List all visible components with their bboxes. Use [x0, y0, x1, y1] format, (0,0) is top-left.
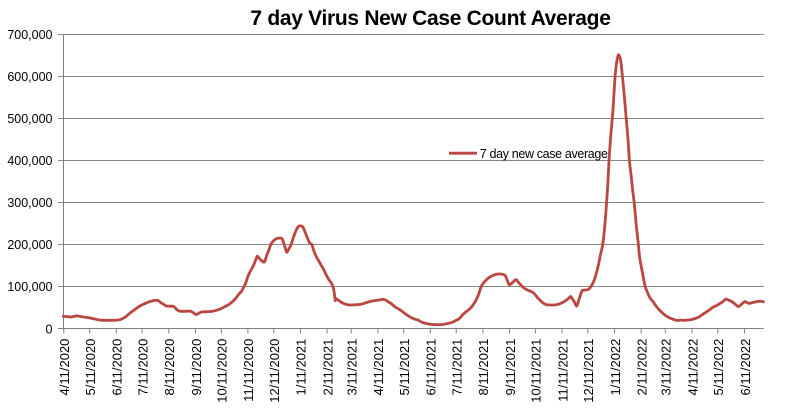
svg-text:6/11/2021: 6/11/2021 — [424, 339, 439, 396]
svg-text:200,000: 200,000 — [7, 238, 52, 252]
svg-text:5/11/2020: 5/11/2020 — [83, 339, 98, 396]
svg-text:8/11/2020: 8/11/2020 — [162, 339, 177, 396]
svg-text:12/11/2020: 12/11/2020 — [267, 339, 282, 403]
svg-text:9/11/2020: 9/11/2020 — [189, 339, 204, 396]
svg-text:2/11/2022: 2/11/2022 — [635, 339, 650, 396]
svg-text:11/11/2020: 11/11/2020 — [241, 339, 256, 402]
svg-text:4/11/2021: 4/11/2021 — [371, 339, 386, 396]
svg-text:5/11/2021: 5/11/2021 — [397, 339, 412, 396]
svg-text:2/11/2021: 2/11/2021 — [320, 339, 335, 396]
svg-text:4/11/2022: 4/11/2022 — [685, 339, 700, 396]
svg-text:12/11/2021: 12/11/2021 — [581, 339, 596, 403]
svg-text:3/11/2022: 3/11/2022 — [659, 339, 674, 396]
svg-text:7 day Virus New Case Count Ave: 7 day Virus New Case Count Average — [250, 7, 610, 30]
svg-text:600,000: 600,000 — [7, 70, 52, 84]
svg-text:500,000: 500,000 — [7, 112, 52, 126]
svg-text:7 day new case average: 7 day new case average — [480, 147, 608, 161]
svg-text:1/11/2021: 1/11/2021 — [294, 339, 309, 396]
svg-text:9/11/2021: 9/11/2021 — [503, 339, 518, 396]
svg-text:11/11/2021: 11/11/2021 — [555, 339, 570, 402]
svg-text:6/11/2020: 6/11/2020 — [110, 339, 125, 396]
svg-text:3/11/2021: 3/11/2021 — [345, 339, 360, 396]
svg-text:1/11/2022: 1/11/2022 — [608, 339, 623, 396]
svg-text:8/11/2021: 8/11/2021 — [476, 339, 491, 396]
svg-text:100,000: 100,000 — [7, 280, 52, 294]
svg-text:5/11/2022: 5/11/2022 — [711, 339, 726, 396]
svg-text:4/11/2020: 4/11/2020 — [57, 339, 72, 396]
svg-text:300,000: 300,000 — [7, 196, 52, 210]
svg-text:7/11/2021: 7/11/2021 — [450, 339, 465, 396]
svg-text:6/11/2022: 6/11/2022 — [738, 339, 753, 396]
svg-text:0: 0 — [46, 323, 53, 337]
svg-text:10/11/2021: 10/11/2021 — [529, 339, 544, 403]
svg-text:10/11/2020: 10/11/2020 — [215, 339, 230, 403]
svg-text:400,000: 400,000 — [7, 154, 52, 168]
svg-text:700,000: 700,000 — [7, 28, 52, 42]
svg-text:7/11/2020: 7/11/2020 — [135, 339, 150, 396]
